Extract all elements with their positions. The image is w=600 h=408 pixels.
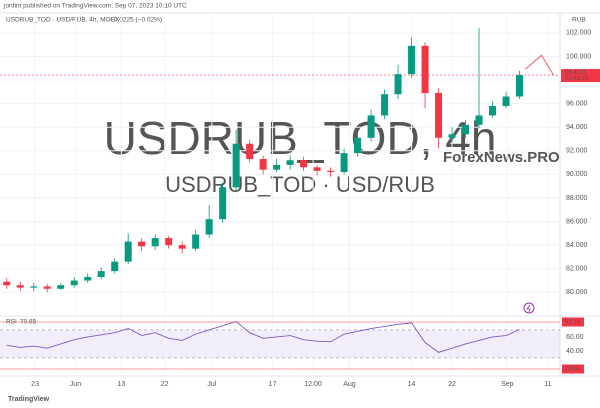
- rsi-scale-box: [562, 364, 584, 374]
- x-tick-label: 13: [118, 381, 126, 388]
- x-tick-label: 23: [31, 381, 39, 388]
- symbol-title: USDRUB_TOD · USD/RUB, 4h, MOEX: [6, 17, 120, 24]
- y-tick-label: 94.000: [566, 124, 588, 131]
- alert-icon: [526, 304, 531, 313]
- candle-body: [124, 241, 132, 262]
- brand: ForexNews.PRO: [443, 149, 560, 166]
- projection-arrow: [525, 54, 554, 76]
- candle-body: [354, 137, 362, 154]
- candle-body: [435, 93, 443, 138]
- y-tick-label: 80.000: [566, 289, 588, 296]
- y-tick-label: 86.000: [566, 218, 588, 225]
- candle-body: [462, 124, 470, 135]
- candle-body: [273, 164, 281, 170]
- candle-body: [502, 96, 510, 106]
- currency: RUB: [572, 17, 586, 24]
- y-tick-label: 90.000: [566, 171, 588, 178]
- watermark: USDRUB_TOD · USD/RUB: [165, 172, 435, 197]
- candle-body: [408, 45, 416, 75]
- x-tick-label: Sep: [501, 381, 514, 388]
- candle-body: [313, 167, 321, 171]
- candle-body: [192, 234, 200, 249]
- candle-body: [340, 153, 348, 173]
- candle-body: [97, 271, 105, 277]
- candle-body: [111, 261, 119, 272]
- candle-body: [327, 170, 335, 173]
- footer-logo: TradingView: [8, 396, 50, 403]
- x-tick-label: 22: [161, 381, 169, 388]
- candle-body: [3, 281, 11, 286]
- candle-body: [367, 115, 375, 138]
- candle-body: [16, 285, 24, 288]
- candle-body: [448, 134, 456, 138]
- candle-body: [489, 105, 497, 116]
- header: jonfint published on TradingView.com, Se…: [3, 3, 187, 10]
- x-tick-label: 12:00: [304, 381, 322, 388]
- watermark: USDRUB_TOD, 4h: [104, 112, 497, 164]
- x-tick-label: 22: [448, 381, 456, 388]
- candle-body: [286, 160, 294, 165]
- candle-body: [259, 159, 267, 170]
- x-tick-label: 11: [544, 381, 551, 388]
- candle-body: [178, 245, 186, 249]
- change: −0.0225 (−0.02%): [110, 17, 162, 24]
- candle-body: [138, 241, 146, 247]
- rsi-scale-label: 92.13: [565, 320, 581, 326]
- rsi-line: [6, 321, 520, 353]
- countdown: 01:49:15: [565, 76, 589, 82]
- rsi-scale-label: 23.60: [565, 367, 581, 373]
- candle-body: [300, 160, 308, 168]
- x-tick-label: Jun: [70, 381, 81, 388]
- candle-body: [516, 75, 524, 97]
- candle-body: [475, 115, 483, 125]
- y-tick-label: 102.000: [566, 30, 591, 37]
- y-tick-label: 92.000: [566, 148, 588, 155]
- candle-body: [205, 219, 213, 235]
- candle-body: [232, 143, 240, 188]
- y-tick-label: 82.000: [566, 266, 588, 273]
- candle-body: [394, 74, 402, 95]
- candle-body: [70, 280, 78, 286]
- x-tick-label: Jul: [207, 381, 216, 388]
- x-tick-label: 17: [269, 381, 277, 388]
- candle-body: [151, 238, 159, 247]
- rsi-band: [0, 329, 560, 358]
- last-price-label: 98.4225: [565, 70, 587, 76]
- y-tick-label: 88.000: [566, 195, 588, 202]
- rsi-tick-label: 60.00: [566, 334, 584, 341]
- candle-body: [381, 94, 389, 116]
- candle-body: [57, 285, 65, 289]
- rsi-tick-label: 40.00: [566, 348, 584, 355]
- candle-body: [84, 276, 92, 281]
- rsi-scale-box: [562, 317, 584, 327]
- candle-body: [30, 286, 38, 288]
- y-tick-label: 100.000: [566, 53, 591, 60]
- last-price-box: [561, 69, 600, 83]
- y-tick-label: 96.000: [566, 100, 588, 107]
- y-tick-label: 84.000: [566, 242, 588, 249]
- x-tick-label: 14: [408, 381, 416, 388]
- candle-body: [246, 143, 254, 160]
- candle-body: [421, 45, 429, 94]
- candle-body: [43, 286, 51, 289]
- candle-body: [165, 238, 173, 246]
- alert-icon[interactable]: [523, 302, 535, 314]
- candle-body: [219, 187, 227, 220]
- x-tick-label: Aug: [343, 381, 356, 388]
